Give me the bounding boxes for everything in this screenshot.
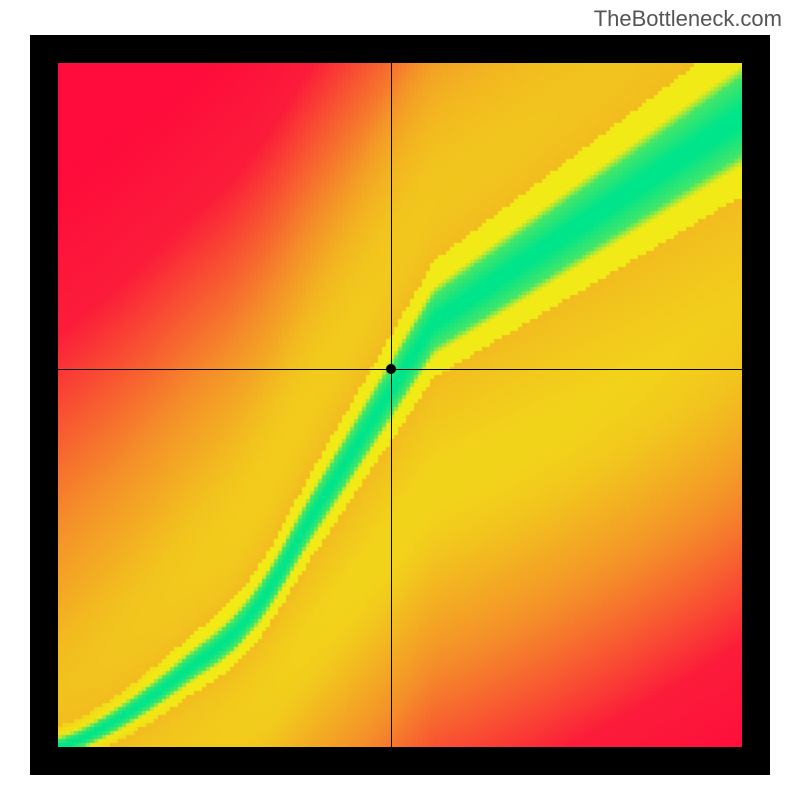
attribution-text: TheBottleneck.com	[594, 6, 782, 32]
crosshair-vertical	[391, 63, 392, 747]
plot-area	[58, 63, 742, 747]
crosshair-horizontal	[58, 369, 742, 370]
heatmap-canvas	[58, 63, 742, 747]
chart-container: TheBottleneck.com	[0, 0, 800, 800]
